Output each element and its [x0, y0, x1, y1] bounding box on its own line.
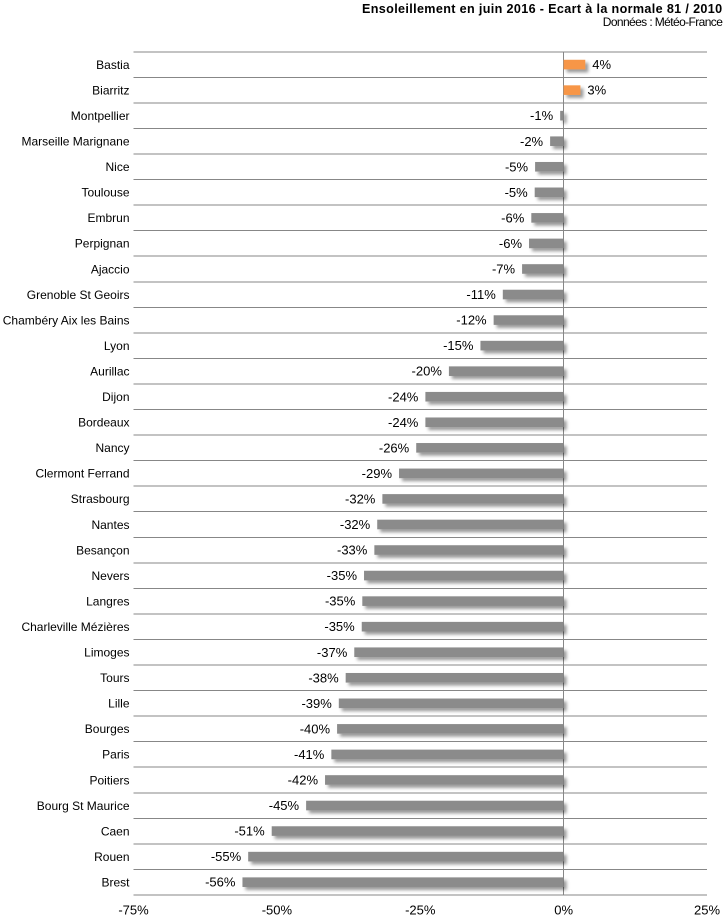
svg-text:-29%: -29%: [362, 466, 393, 481]
svg-text:Ensoleillement en juin 2016 -: Ensoleillement en juin 2016 - Ecart à la…: [362, 2, 723, 16]
svg-text:Dijon: Dijon: [102, 390, 129, 404]
svg-text:-24%: -24%: [388, 415, 419, 430]
svg-text:Strasbourg: Strasbourg: [71, 492, 130, 506]
svg-text:-75%: -75%: [118, 902, 149, 917]
svg-text:Grenoble St Geoirs: Grenoble St Geoirs: [27, 288, 130, 302]
svg-text:Besançon: Besançon: [76, 543, 129, 557]
svg-text:-35%: -35%: [327, 568, 358, 583]
svg-text:-40%: -40%: [300, 721, 331, 736]
svg-text:Bourges: Bourges: [85, 722, 130, 736]
svg-text:Nancy: Nancy: [95, 441, 129, 455]
svg-text:0%: 0%: [554, 902, 573, 917]
svg-text:-41%: -41%: [294, 747, 325, 762]
svg-text:-7%: -7%: [492, 262, 516, 277]
svg-text:-55%: -55%: [211, 849, 242, 864]
svg-text:Nevers: Nevers: [91, 569, 129, 583]
svg-text:-11%: -11%: [466, 287, 496, 302]
svg-text:Lille: Lille: [108, 697, 130, 711]
svg-text:Embrun: Embrun: [87, 211, 129, 225]
svg-text:-37%: -37%: [317, 645, 348, 660]
svg-text:-50%: -50%: [262, 902, 293, 917]
svg-text:-20%: -20%: [412, 364, 443, 379]
svg-text:Poitiers: Poitiers: [89, 773, 129, 787]
svg-text:-38%: -38%: [308, 670, 339, 685]
svg-text:-35%: -35%: [325, 594, 356, 609]
svg-text:-32%: -32%: [340, 517, 371, 532]
svg-text:Brest: Brest: [101, 875, 130, 889]
svg-text:-33%: -33%: [337, 543, 368, 558]
svg-text:-45%: -45%: [269, 798, 300, 813]
svg-text:-25%: -25%: [405, 902, 436, 917]
svg-text:25%: 25%: [694, 902, 720, 917]
svg-text:Bordeaux: Bordeaux: [78, 416, 129, 430]
svg-text:-15%: -15%: [443, 338, 474, 353]
svg-text:-2%: -2%: [520, 134, 544, 149]
svg-text:Aurillac: Aurillac: [90, 364, 129, 378]
svg-text:-6%: -6%: [499, 236, 523, 251]
svg-text:Nice: Nice: [105, 160, 129, 174]
svg-text:Clermont Ferrand: Clermont Ferrand: [35, 467, 129, 481]
svg-text:Tours: Tours: [100, 671, 129, 685]
svg-text:-12%: -12%: [456, 313, 487, 328]
svg-text:Rouen: Rouen: [94, 850, 129, 864]
svg-text:-39%: -39%: [301, 696, 332, 711]
svg-text:Nantes: Nantes: [91, 518, 129, 532]
svg-text:Données : Météo-France: Données : Météo-France: [603, 15, 723, 29]
svg-text:Bourg St Maurice: Bourg St Maurice: [37, 799, 130, 813]
svg-text:-5%: -5%: [505, 159, 529, 174]
svg-text:Toulouse: Toulouse: [81, 186, 129, 200]
svg-text:3%: 3%: [587, 83, 606, 98]
svg-text:Ajaccio: Ajaccio: [91, 262, 130, 276]
svg-text:Charleville Mézières: Charleville Mézières: [21, 620, 129, 634]
svg-text:-42%: -42%: [288, 773, 319, 788]
svg-text:-1%: -1%: [530, 108, 554, 123]
svg-text:Biarritz: Biarritz: [92, 83, 129, 97]
svg-text:Lyon: Lyon: [104, 339, 130, 353]
svg-text:-6%: -6%: [501, 210, 525, 225]
svg-text:Marseille Marignane: Marseille Marignane: [21, 135, 129, 149]
svg-text:-32%: -32%: [345, 491, 376, 506]
svg-text:-56%: -56%: [205, 875, 236, 890]
svg-text:-24%: -24%: [388, 389, 419, 404]
svg-text:Bastia: Bastia: [96, 58, 130, 72]
svg-text:Chambéry Aix les Bains: Chambéry Aix les Bains: [3, 313, 130, 327]
svg-text:Limoges: Limoges: [84, 646, 129, 660]
svg-text:-51%: -51%: [234, 824, 265, 839]
svg-text:-35%: -35%: [324, 619, 355, 634]
svg-text:Perpignan: Perpignan: [75, 237, 130, 251]
svg-text:-5%: -5%: [505, 185, 529, 200]
svg-text:Langres: Langres: [86, 594, 129, 608]
svg-text:-26%: -26%: [379, 440, 410, 455]
svg-text:Montpellier: Montpellier: [71, 109, 130, 123]
svg-text:4%: 4%: [592, 57, 611, 72]
svg-text:Paris: Paris: [102, 748, 129, 762]
svg-text:Caen: Caen: [101, 824, 130, 838]
